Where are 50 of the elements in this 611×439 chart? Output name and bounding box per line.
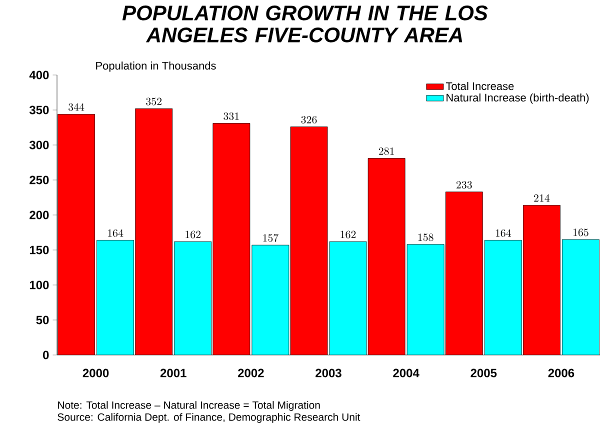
x-tick-label: 2002 <box>238 368 264 378</box>
bar <box>135 108 172 355</box>
y-tick-label: 50 <box>36 316 49 324</box>
bar <box>58 114 95 355</box>
data-label: 281 <box>378 147 394 155</box>
bar <box>562 239 600 355</box>
data-label: 162 <box>340 230 356 238</box>
data-label: 233 <box>456 181 472 189</box>
bar <box>96 240 134 355</box>
text: Note: Total Increase – Natural Increase = Total Migration <box>58 401 320 411</box>
data-label: 344 <box>68 103 84 111</box>
data-label: 165 <box>573 228 588 236</box>
data-label: 326 <box>301 116 317 124</box>
data-label: 157 <box>263 234 278 242</box>
data-label: 158 <box>418 234 434 242</box>
y-tick-label: 350 <box>29 106 49 114</box>
y-tick-label: 200 <box>30 210 49 220</box>
bar <box>446 192 483 355</box>
data-label: 331 <box>224 112 239 120</box>
y-tick-label: 250 <box>30 176 49 184</box>
x-tick-label: 2003 <box>316 368 342 378</box>
data-label: 352 <box>146 98 162 106</box>
legend-label: Natural Increase (birth-death) <box>446 93 589 104</box>
data-label: 164 <box>108 229 124 237</box>
bar <box>212 123 250 355</box>
y-axis-title: Population in Thousands <box>96 62 216 72</box>
x-tick-label: 2000 <box>82 368 109 378</box>
bar <box>252 245 289 355</box>
chart-title: POPULATION GROWTH IN THE LOS ANGELES FIVE-COUNTY AREA <box>122 6 488 42</box>
bar <box>290 126 328 355</box>
y-tick-label: 400 <box>29 70 49 80</box>
bar <box>330 242 366 355</box>
x-tick-label: 2001 <box>160 368 186 378</box>
x-tick-label: 2004 <box>393 368 420 378</box>
bar <box>484 240 522 355</box>
x-tick-label: 2005 <box>470 368 497 378</box>
bar <box>368 158 406 355</box>
bar <box>523 204 560 355</box>
data-label: 164 <box>496 229 512 237</box>
x-tick-label: 2006 <box>548 368 574 378</box>
data-label: 162 <box>186 230 201 238</box>
legend-label: Total Increase <box>446 82 514 90</box>
y-tick-label: 100 <box>30 280 49 290</box>
y-tick-label: 0 <box>43 350 49 360</box>
y-tick-label: 150 <box>30 246 49 254</box>
bar <box>407 244 444 355</box>
y-tick-label: 300 <box>29 140 49 150</box>
data-label: 214 <box>534 194 550 202</box>
source-note: Source: California Dept. of Finance, Demographic Research Unit <box>58 413 360 423</box>
bar <box>174 242 212 355</box>
